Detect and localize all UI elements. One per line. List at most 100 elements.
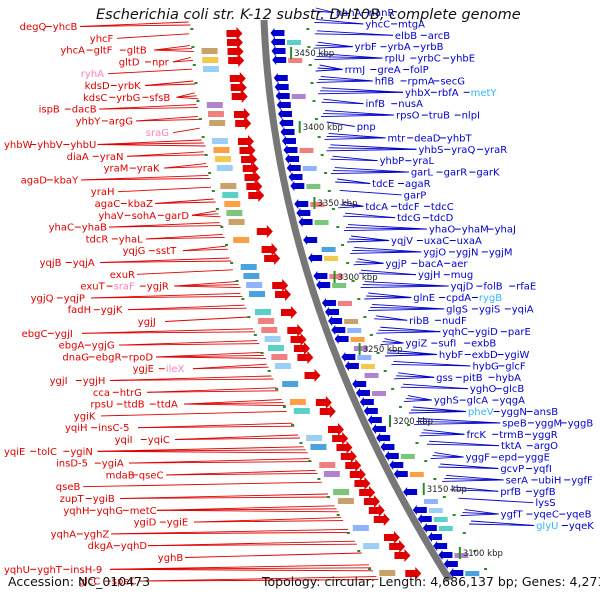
connector-line (324, 110, 395, 116)
connector-line (117, 186, 211, 193)
gene-label: yqhU (4, 565, 30, 576)
forward-gene-arrow (319, 405, 336, 418)
connector-line (127, 304, 245, 311)
gene-label: qseC (139, 470, 164, 481)
connector-line (191, 214, 221, 218)
cog-block (289, 399, 306, 405)
gene-label: gltF (94, 46, 113, 57)
connector-line (193, 520, 344, 523)
forward-gene-arrow (340, 450, 357, 463)
cog-block (310, 444, 327, 450)
connector-line (360, 285, 449, 289)
gene-label: dkgA (88, 541, 113, 552)
connector-line (182, 245, 226, 252)
forward-gene-arrow (336, 441, 353, 454)
gene-label: glcF (505, 361, 526, 372)
forward-gene-arrow (233, 108, 250, 121)
cog-block (363, 543, 380, 549)
connector-line (378, 329, 441, 333)
forward-gene-arrow (228, 54, 245, 67)
gene-label: dacB (72, 105, 97, 116)
gene-label: ispB (39, 105, 60, 116)
connector-line (339, 189, 402, 196)
gene-label: yhbY (76, 116, 102, 127)
connector-line (97, 449, 306, 452)
genome-info-text: Topology: circular; Length: 4,686,137 bp… (262, 574, 600, 589)
connector-line (319, 64, 343, 70)
gene-label: yraK (137, 164, 160, 175)
cog-block (454, 553, 469, 558)
gene-label: tdcR (86, 234, 109, 245)
gene-label: ttdB (124, 400, 145, 411)
reverse-gene-arrow (271, 46, 286, 56)
gene-label: yhaV (98, 211, 123, 222)
gene-label: sstT (156, 246, 177, 257)
connector-line (347, 224, 428, 230)
connector-line (119, 496, 331, 499)
cog-block (400, 454, 415, 459)
connector-line (321, 101, 364, 105)
reverse-gene-arrow (294, 199, 309, 209)
connector-line (146, 387, 277, 393)
gene-label: tdcE (372, 179, 394, 190)
gene-label: degQ (20, 22, 47, 33)
connector-line (407, 395, 432, 401)
connector-line (165, 469, 316, 476)
connector-line (352, 249, 422, 253)
connector-line (79, 21, 189, 27)
connector-line (315, 7, 334, 13)
connector-line (144, 83, 196, 86)
cog-block (202, 57, 219, 63)
gene-label: ygjP (386, 259, 407, 270)
cog-block (249, 291, 266, 297)
forward-gene-arrow (241, 153, 258, 166)
gene-label: yqjD (451, 282, 474, 293)
scale-label: 3350 kbp (317, 199, 357, 209)
gene-label: yraR (484, 145, 507, 156)
connector-line (345, 227, 428, 230)
gene-label: yqhH (63, 506, 89, 517)
tick-mark (307, 46, 311, 48)
connector-line (138, 579, 379, 582)
connector-line (184, 552, 362, 558)
gene-label: rplU (385, 54, 406, 65)
forward-gene-arrow (304, 369, 321, 382)
connector-line (364, 281, 449, 287)
cog-block (254, 309, 271, 315)
connector-line (314, 21, 364, 25)
gene-label: ebgR (96, 352, 122, 363)
tick-mark (452, 514, 456, 516)
reverse-gene-arrow (276, 100, 291, 110)
gene-label: pitB (463, 373, 483, 384)
connector-line (316, 56, 383, 59)
connector-line (174, 434, 298, 440)
gene-label: kdsC (83, 93, 107, 104)
scale-label: 3200 kbp (393, 417, 433, 427)
connector-line (97, 446, 304, 452)
cog-block (329, 274, 344, 279)
gene-label: ryhA (81, 69, 104, 80)
genome-backbone (260, 19, 453, 582)
connector-line (446, 474, 504, 481)
forward-gene-arrow (235, 117, 252, 130)
scale-tick (298, 121, 301, 133)
connector-line (334, 167, 409, 173)
tick-mark (369, 334, 373, 336)
gene-label: metY (471, 88, 498, 99)
forward-gene-arrow (363, 495, 380, 508)
connector-line (342, 201, 364, 207)
reverse-gene-arrow (283, 145, 298, 155)
gene-label: yrbF (355, 42, 377, 53)
cog-block (216, 165, 233, 171)
gene-label: yghS (434, 396, 459, 407)
gene-label: ygjN (456, 247, 479, 258)
gene-label: yraH (91, 187, 115, 198)
reverse-gene-arrow (290, 181, 305, 191)
connector-line (135, 115, 198, 122)
connector-line (163, 166, 209, 169)
gene-label: yggE (525, 453, 550, 464)
tick-mark (275, 388, 279, 390)
connector-line (405, 398, 432, 401)
forward-gene-arrow (275, 288, 292, 301)
gene-label: uxaC (424, 236, 449, 247)
